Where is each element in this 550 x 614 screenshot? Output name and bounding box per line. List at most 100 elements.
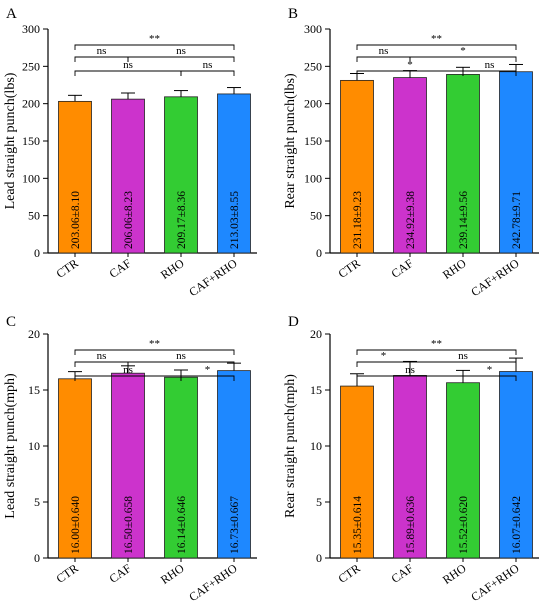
panel-c: C Lead straight punch(mph) 0 5 10 15 20 CTR 16.0… [3, 314, 257, 604]
y-tick-label: 200 [22, 97, 40, 111]
significance-bracket [409, 361, 517, 367]
bar-caf [393, 77, 427, 254]
data-label: 15.35±0.614 [352, 496, 364, 554]
significance-bracket [462, 375, 517, 381]
x-tick-label: CAF+RHO [468, 256, 522, 299]
y-tick-label: 10 [28, 439, 40, 453]
significance-bracket [180, 375, 235, 381]
significance-label: ns [97, 350, 107, 362]
x-tick-label: RHO [158, 561, 187, 587]
x-tick-label: CTR [54, 256, 81, 281]
significance-label: * [460, 45, 466, 57]
bar-rho [446, 74, 480, 254]
significance-label: ns [176, 45, 186, 57]
y-axis-label: Lead straight punch(lbs) [3, 72, 18, 209]
y-tick-label: 200 [304, 97, 322, 111]
y-tick-label: 0 [316, 246, 322, 260]
panel-letter: D [288, 314, 299, 330]
significance-bracket [409, 56, 517, 62]
data-label: 16.50±0.658 [123, 496, 135, 554]
x-tick-label: CAF [107, 561, 134, 586]
data-label: 15.52±0.620 [458, 496, 470, 554]
y-tick-label: 300 [22, 22, 40, 36]
panel-letter: C [6, 314, 16, 330]
data-label: 16.14±0.646 [176, 496, 188, 554]
y-tick-label: 50 [310, 209, 322, 223]
y-tick-label: 20 [310, 327, 322, 341]
significance-bracket [356, 44, 517, 50]
x-tick-label: CTR [336, 561, 363, 586]
significance-bracket [74, 56, 129, 62]
y-axis-label: Lead straight punch(mph) [3, 373, 18, 519]
y-tick-label: 15 [310, 383, 322, 397]
y-tick-label: 5 [34, 495, 40, 509]
significance-label: * [407, 59, 413, 71]
y-tick-label: 0 [34, 551, 40, 565]
y-tick-label: 150 [22, 134, 40, 148]
x-tick-label: CAF+RHO [468, 561, 522, 604]
data-label: 239.14±9.56 [458, 191, 470, 249]
y-tick-label: 250 [304, 59, 322, 73]
significance-label: ns [379, 45, 389, 57]
y-tick-label: 20 [28, 327, 40, 341]
significance-label: ns [176, 350, 186, 362]
significance-label: ns [485, 59, 495, 71]
y-tick-label: 0 [34, 246, 40, 260]
bar-ctr [340, 385, 374, 559]
significance-bracket [127, 56, 235, 62]
significance-label: ns [97, 45, 107, 57]
significance-bracket [74, 70, 182, 76]
data-label: 16.00±0.640 [70, 496, 82, 554]
data-label: 16.73±0.667 [229, 496, 241, 554]
x-tick-label: RHO [158, 256, 187, 282]
data-label: 203.06±8.10 [70, 191, 82, 249]
significance-bracket [462, 70, 517, 76]
significance-label: ns [123, 364, 133, 376]
significance-bracket [74, 44, 235, 50]
y-tick-label: 250 [22, 59, 40, 73]
x-tick-label: CTR [336, 256, 363, 281]
significance-bracket [127, 361, 235, 367]
y-axis-label: Rear straight punch(lbs) [283, 73, 298, 209]
x-tick-label: CAF+RHO [186, 256, 240, 299]
bar-caf-rho [499, 371, 533, 559]
panel-a: A Lead straight punch(lbs) 0 50 100 150 200 250… [3, 6, 257, 299]
x-tick-label: CAF [389, 256, 416, 281]
data-label: 234.92±9.38 [405, 191, 417, 249]
bar-caf-rho [217, 93, 251, 254]
significance-label: ** [431, 33, 442, 45]
significance-bracket [180, 70, 235, 76]
significance-label: ns [203, 59, 213, 71]
panel-b: B Rear straight punch(lbs) 0 50 100 150 200 250… [283, 6, 539, 299]
y-tick-label: 15 [28, 383, 40, 397]
x-tick-label: RHO [440, 561, 469, 587]
y-tick-label: 50 [28, 209, 40, 223]
data-label: 231.18±9.23 [352, 191, 364, 249]
y-tick-label: 0 [316, 551, 322, 565]
y-axis-label: Rear straight punch(mph) [283, 374, 298, 518]
y-tick-label: 5 [316, 495, 322, 509]
significance-label: * [205, 364, 211, 376]
panel-letter: B [288, 6, 298, 22]
y-tick-label: 150 [304, 134, 322, 148]
data-label: 242.78±9.71 [511, 191, 523, 249]
y-tick-label: 100 [304, 171, 322, 185]
significance-bracket [74, 349, 235, 355]
panel-d: D Rear straight punch(mph) 0 5 10 15 20 CTR 15.3… [283, 314, 539, 604]
x-tick-label: CTR [54, 561, 81, 586]
data-label: 15.89±0.636 [405, 496, 417, 554]
x-tick-label: CAF [389, 561, 416, 586]
bar-ctr [340, 79, 374, 254]
bar-rho [164, 96, 198, 254]
significance-label: * [381, 350, 387, 362]
x-tick-label: RHO [440, 256, 469, 282]
data-label: 206.06±8.23 [123, 191, 135, 249]
y-tick-label: 10 [310, 439, 322, 453]
bar-rho [164, 376, 198, 559]
y-tick-label: 300 [304, 22, 322, 36]
significance-bracket [356, 361, 411, 367]
bar-ctr [58, 100, 92, 254]
significance-bracket [356, 56, 411, 62]
panel-letter: A [6, 6, 17, 22]
